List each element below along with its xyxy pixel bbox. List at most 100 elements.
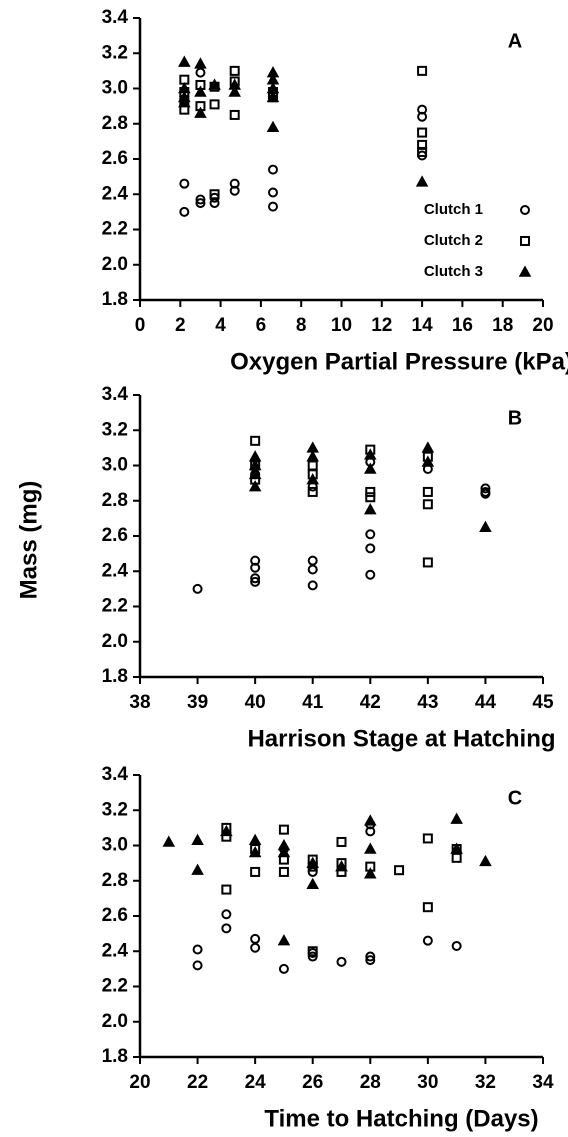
point — [421, 455, 435, 467]
point — [306, 473, 319, 485]
point — [417, 146, 428, 157]
point — [479, 854, 492, 867]
y-tick-label: 1.8 — [102, 289, 128, 310]
point — [307, 564, 318, 575]
point — [422, 902, 433, 913]
legend-label: Clutch 1 — [424, 201, 483, 218]
point — [229, 109, 240, 120]
point — [266, 120, 280, 133]
point — [422, 486, 433, 497]
point — [277, 934, 291, 946]
point — [307, 460, 318, 471]
point — [248, 480, 262, 492]
point — [450, 842, 463, 854]
x-tick-label: 16 — [452, 315, 473, 336]
point — [336, 956, 347, 967]
point — [248, 467, 262, 480]
point — [336, 836, 347, 847]
point — [422, 833, 433, 844]
point — [365, 951, 376, 962]
point — [307, 946, 318, 957]
point — [365, 955, 376, 966]
point — [192, 960, 203, 971]
point — [422, 499, 433, 510]
point — [266, 90, 280, 103]
point — [415, 175, 429, 187]
point — [250, 933, 261, 944]
x-tick-label: 20 — [129, 1072, 150, 1093]
point — [307, 580, 318, 591]
point — [278, 866, 289, 877]
point — [365, 492, 376, 503]
x-axis-title: Harrison Stage at Hatching — [247, 725, 555, 752]
y-tick-label: 3.2 — [102, 799, 128, 820]
point — [194, 57, 207, 69]
point — [364, 814, 377, 826]
y-tick-label: 2.2 — [102, 976, 128, 997]
y-tick-label: 3.0 — [102, 78, 128, 99]
y-tick-label: 3.4 — [102, 7, 129, 28]
point — [179, 206, 190, 217]
point — [208, 78, 221, 90]
y-tick-label: 2.0 — [102, 254, 128, 275]
point — [335, 860, 348, 872]
point — [250, 866, 261, 877]
y-tick-label: 2.8 — [102, 113, 128, 134]
x-tick-label: 22 — [187, 1072, 208, 1093]
point — [248, 833, 262, 845]
point — [209, 99, 220, 110]
point — [417, 111, 428, 122]
point — [480, 488, 491, 499]
point — [221, 923, 232, 934]
x-tick-label: 2 — [175, 315, 186, 336]
point — [192, 944, 203, 955]
x-axis-title: Oxygen Partial Pressure (kPa) — [230, 348, 568, 375]
point — [195, 67, 206, 78]
panel-label: B — [508, 407, 522, 429]
point — [364, 448, 377, 460]
point — [307, 486, 318, 497]
x-tick-label: 8 — [296, 315, 307, 336]
point — [195, 198, 206, 209]
x-tick-label: 38 — [129, 692, 150, 713]
point — [162, 835, 176, 847]
x-tick-label: 30 — [417, 1072, 438, 1093]
y-tick-label: 1.8 — [102, 1046, 128, 1067]
point — [307, 951, 318, 962]
point — [192, 583, 203, 594]
x-tick-label: 18 — [492, 315, 513, 336]
point — [417, 127, 428, 138]
y-tick-label: 2.6 — [102, 525, 128, 546]
point — [248, 846, 262, 858]
x-tick-label: 12 — [371, 315, 392, 336]
point — [394, 865, 405, 876]
point — [267, 187, 278, 198]
point — [178, 55, 191, 67]
y-tick-label: 3.4 — [102, 764, 129, 785]
point — [479, 520, 492, 532]
x-tick-label: 20 — [532, 315, 553, 336]
point — [451, 852, 462, 863]
point — [365, 529, 376, 540]
point — [179, 178, 190, 189]
point — [220, 824, 233, 837]
point — [365, 486, 376, 497]
point — [229, 65, 240, 76]
point — [365, 569, 376, 580]
legend-marker — [520, 236, 530, 246]
x-tick-label: 32 — [475, 1072, 496, 1093]
x-tick-label: 44 — [475, 692, 497, 713]
y-tick-label: 3.0 — [102, 455, 128, 476]
point — [364, 503, 377, 515]
point — [278, 824, 289, 835]
y-tick-label: 2.8 — [102, 870, 128, 891]
point — [364, 867, 377, 879]
point — [417, 65, 428, 76]
point — [277, 846, 291, 858]
x-tick-label: 26 — [302, 1072, 323, 1093]
point — [480, 483, 491, 494]
x-tick-label: 41 — [302, 692, 324, 713]
y-tick-label: 2.4 — [102, 940, 129, 961]
point — [421, 441, 435, 453]
